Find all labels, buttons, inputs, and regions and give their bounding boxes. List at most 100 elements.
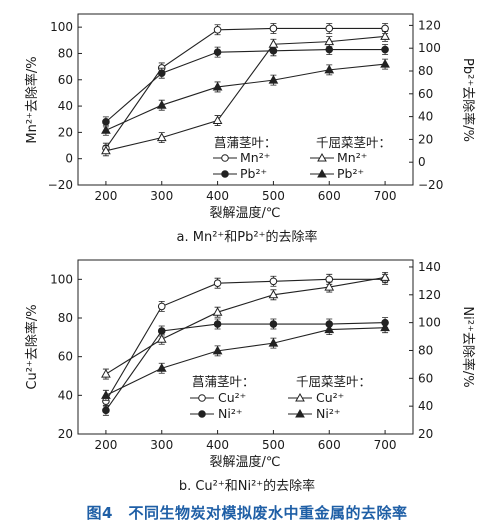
data-point — [381, 24, 389, 33]
legend-b-ion2-label: Ni²⁺ — [218, 406, 242, 421]
panel-b-series — [101, 272, 390, 416]
y-right-tick-label: 140 — [418, 260, 441, 274]
y-left-tick-label: 20 — [58, 125, 73, 139]
y-right-tick-label: 100 — [418, 41, 441, 55]
legend-b-ion2-label-2: Ni²⁺ — [316, 406, 340, 421]
data-point — [213, 320, 222, 328]
data-point — [380, 31, 390, 40]
y-left-tick-label: 60 — [58, 350, 73, 364]
panel-a-series — [101, 23, 390, 157]
y-right-tick-label: 40 — [418, 110, 433, 124]
x-tick-label: 400 — [206, 438, 229, 452]
data-point — [101, 368, 111, 378]
legend-marker-circle-filled — [221, 170, 229, 178]
data-point — [156, 363, 167, 372]
y-right-tick-label: 120 — [418, 288, 441, 302]
data-point — [212, 81, 223, 91]
panel-b-ylabel-left: Cu²⁺去除率/% — [24, 304, 40, 389]
data-point — [325, 24, 334, 33]
data-point — [325, 45, 334, 54]
x-tick-label: 200 — [94, 438, 117, 452]
y-left-tick-label: 60 — [58, 73, 73, 87]
panel-a-caption: a. Mn²⁺和Pb²⁺的去除率 — [177, 229, 318, 245]
legend-group-qianqucai: 千屈菜茎叶： — [296, 374, 371, 389]
legend-group-changpu: 菖蒲茎叶： — [214, 135, 277, 150]
y-left-tick-label: 40 — [58, 388, 73, 402]
legend-group-changpu: 菖蒲茎叶： — [192, 374, 255, 389]
data-point — [102, 406, 110, 415]
panel-a-frame — [77, 13, 414, 186]
data-point — [212, 306, 223, 316]
panel-b-ylabel-right: Ni²⁺去除率/% — [460, 306, 476, 387]
panel-b: 200 300 400 500 600 700 20 40 60 80 100 20 40 60 80 100… — [24, 259, 476, 494]
panel-a: 200 300 400 500 600 700 −20 0 20 40 60 80 100 −20 0 20 4… — [24, 13, 476, 245]
data-point — [157, 302, 166, 311]
panel-a-ylabel-left: Mn²⁺去除率/% — [24, 56, 40, 143]
series-line — [105, 278, 386, 402]
y-right-tick-label: 0 — [418, 155, 426, 169]
panel-b-frame — [77, 259, 414, 435]
legend-marker-triangle-open — [317, 152, 327, 162]
data-point — [157, 327, 166, 335]
data-point — [380, 322, 390, 332]
data-point — [213, 25, 222, 34]
legend-marker-circle-open — [221, 154, 229, 162]
data-point — [324, 64, 335, 74]
x-tick-label: 500 — [262, 189, 285, 203]
x-tick-label: 200 — [94, 189, 117, 203]
legend-b-ion1-label: Cu²⁺ — [218, 390, 246, 405]
data-point — [380, 58, 390, 68]
data-point — [268, 74, 279, 84]
data-point — [268, 289, 279, 299]
data-point — [101, 145, 111, 155]
data-point — [213, 48, 222, 56]
y-right-tick-label: 80 — [418, 343, 433, 357]
y-right-tick-label: 20 — [418, 427, 433, 441]
x-tick-label: 400 — [206, 189, 229, 203]
legend-marker-circle-open — [198, 394, 206, 402]
legend-a-ion1-label: Mn²⁺ — [240, 150, 270, 165]
data-point — [268, 39, 279, 48]
panel-a-ylabel-right: Pb²⁺去除率/% — [460, 58, 476, 142]
data-point — [324, 36, 335, 46]
series-line — [105, 322, 386, 411]
data-point — [269, 24, 278, 33]
data-point — [212, 115, 223, 125]
y-right-tick-label: 60 — [418, 87, 433, 101]
x-tick-label: 600 — [318, 438, 341, 452]
y-right-tick-label: −20 — [418, 178, 443, 192]
data-point — [212, 345, 223, 355]
data-point — [102, 118, 110, 126]
legend-group-qianqucai: 千屈菜茎叶： — [316, 135, 391, 150]
legend-a-ion1-label-2: Mn²⁺ — [337, 150, 367, 165]
series-line — [105, 276, 386, 375]
data-point — [269, 320, 278, 328]
x-tick-label: 600 — [318, 189, 341, 203]
data-point — [156, 99, 167, 109]
legend-a-ion2-label: Pb²⁺ — [240, 166, 267, 181]
x-tick-label: 300 — [150, 438, 173, 452]
data-point — [101, 390, 111, 399]
legend-marker-triangle-open — [295, 392, 305, 402]
series-line — [105, 48, 386, 123]
y-right-tick-label: 60 — [418, 371, 433, 385]
series-line — [105, 35, 386, 152]
y-right-tick-label: 120 — [418, 18, 441, 32]
y-left-tick-label: 100 — [50, 272, 73, 286]
data-point — [101, 125, 111, 134]
data-point — [156, 334, 167, 343]
series-line — [105, 63, 386, 131]
data-point — [325, 275, 334, 284]
legend-marker-triangle-filled — [295, 408, 305, 418]
data-point — [269, 277, 278, 286]
data-point — [324, 281, 335, 291]
panel-a-ticks: 200 300 400 500 600 700 −20 0 20 40 60 80 100 −20 0 20 4… — [48, 18, 444, 203]
data-point — [380, 272, 390, 281]
panel-a-xlabel: 裂解温度/℃ — [210, 205, 281, 221]
y-left-tick-label: 40 — [58, 99, 73, 113]
x-tick-label: 300 — [150, 189, 173, 203]
panel-b-ticks: 200 300 400 500 600 700 20 40 60 80 100 20 40 60 80 100… — [50, 260, 441, 452]
data-point — [213, 279, 222, 288]
series-line — [105, 27, 386, 149]
